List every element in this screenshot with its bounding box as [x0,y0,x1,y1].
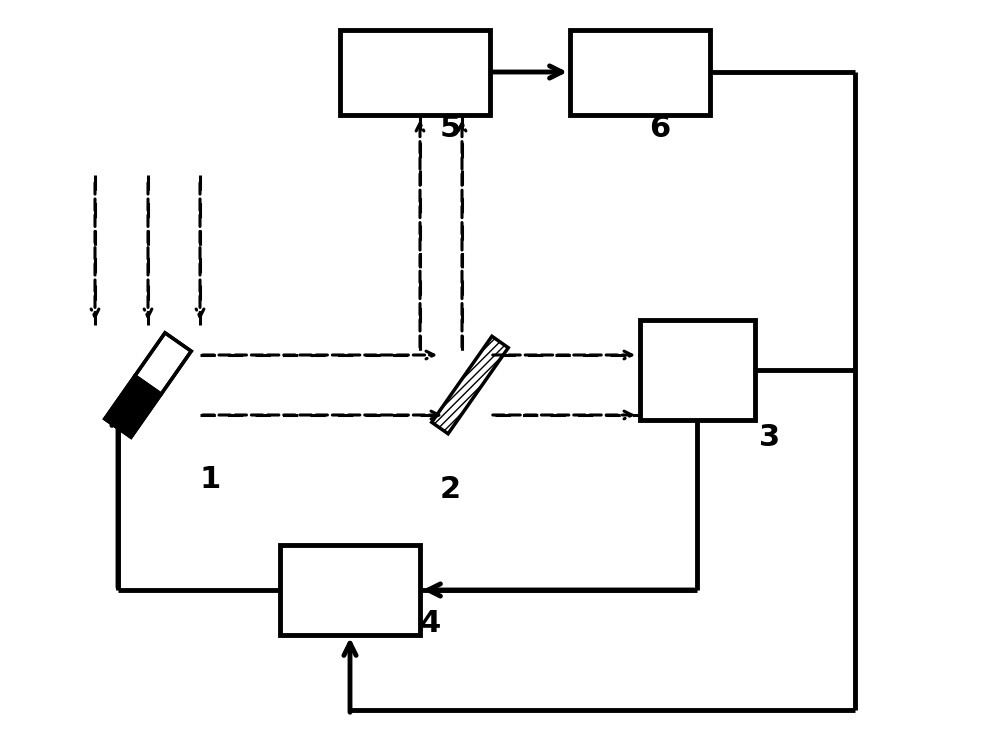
Polygon shape [105,375,161,437]
Text: 1: 1 [199,466,221,495]
Bar [280,545,420,635]
Bar [340,30,490,115]
Bar [640,320,755,420]
Polygon shape [432,336,508,434]
Text: 5: 5 [439,113,461,142]
Text: 2: 2 [439,475,461,504]
Polygon shape [135,333,191,394]
Text: 6: 6 [649,113,671,142]
Text: 4: 4 [419,609,441,638]
Text: 3: 3 [759,423,781,452]
Bar [570,30,710,115]
